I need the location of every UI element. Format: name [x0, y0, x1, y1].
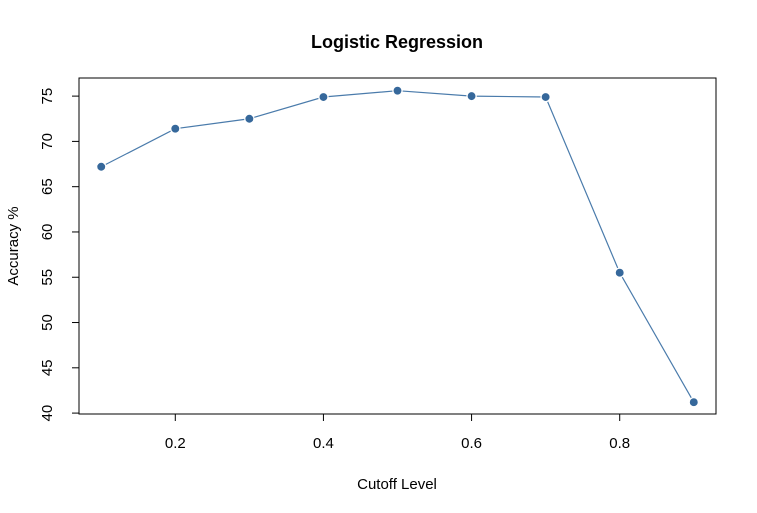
data-point: [392, 85, 403, 96]
chart-title: Logistic Regression: [311, 32, 483, 52]
data-point: [244, 113, 255, 125]
y-axis-label: Accuracy %: [5, 206, 22, 285]
data-point: [688, 396, 700, 408]
y-tick-label: 70: [39, 133, 56, 150]
data-point: [170, 123, 181, 134]
x-axis-label: Cutoff Level: [357, 476, 437, 493]
x-tick-label: 0.6: [461, 435, 482, 452]
data-point: [318, 91, 329, 103]
series-accuracy: [95, 85, 700, 408]
x-tick-label: 0.8: [609, 435, 630, 452]
series-line: [100, 90, 695, 403]
data-point: [614, 267, 625, 278]
y-tick-label: 60: [39, 224, 56, 241]
y-tick-label: 55: [39, 269, 56, 286]
y-tick-label: 40: [39, 405, 56, 422]
x-tick-label: 0.4: [313, 435, 334, 452]
x-tick-label: 0.2: [165, 435, 186, 452]
y-tick-label: 50: [39, 314, 56, 331]
data-point: [466, 90, 477, 102]
data-point: [540, 91, 551, 103]
y-tick-label: 45: [39, 359, 56, 376]
y-axis: 40 45 50 55 60 65 70 75: [39, 88, 80, 422]
data-point: [95, 161, 107, 173]
y-tick-label: 65: [39, 178, 56, 195]
x-axis: 0.2 0.4 0.6 0.8: [165, 413, 630, 452]
y-tick-label: 75: [39, 88, 56, 105]
